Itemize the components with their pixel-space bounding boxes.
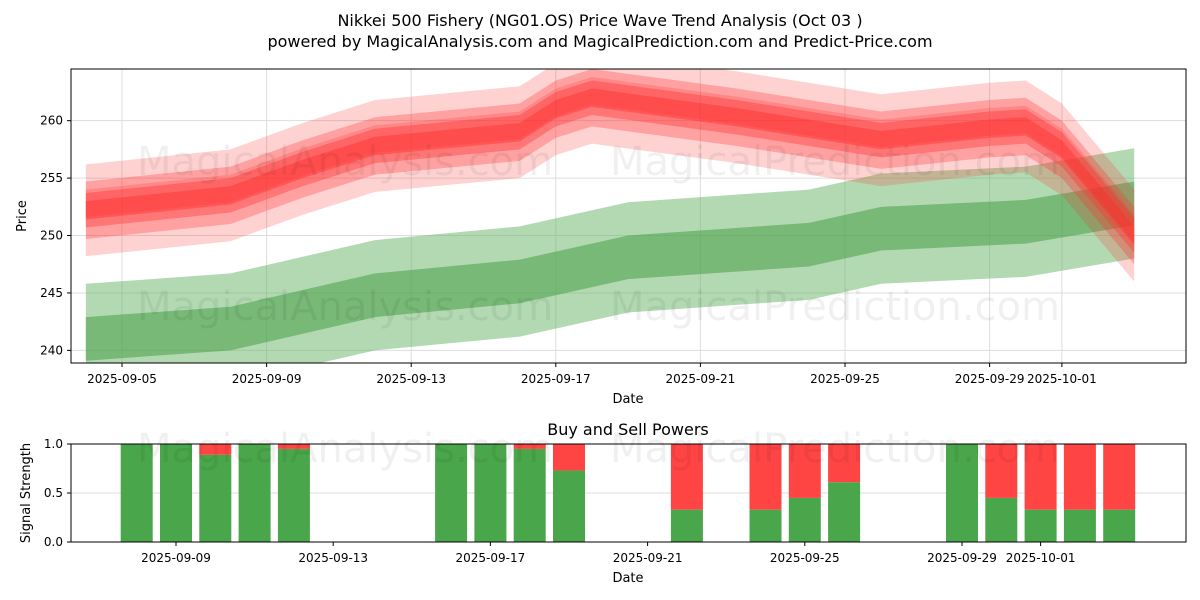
sell-wave-band <box>85 69 1135 282</box>
x-tick-label: 2025-09-17 <box>456 551 526 565</box>
x-tick-label: 2025-09-21 <box>666 372 736 386</box>
chart-title: Nikkei 500 Fishery (NG01.OS) Price Wave … <box>337 11 862 30</box>
buy-bar <box>513 448 546 542</box>
sell-wave-band <box>85 80 1135 253</box>
y-tick-label: 0.5 <box>44 486 63 500</box>
buy-bar <box>160 444 192 542</box>
sell-bar <box>1103 444 1136 510</box>
bottom-x-axis-label: Date <box>612 571 643 586</box>
x-tick-label: 2025-09-13 <box>298 551 368 565</box>
y-axis-label: Price <box>15 200 30 232</box>
buy-bar <box>553 470 585 542</box>
buy-bar <box>474 444 507 542</box>
buy-wave-inner-band <box>85 181 1135 361</box>
x-tick-label: 2025-09-29 <box>927 551 997 565</box>
bottom-y-axis-label: Signal Strength <box>19 443 34 543</box>
buy-bar <box>749 509 782 542</box>
y-tick-label: 260 <box>40 114 63 128</box>
y-tick-label: 255 <box>40 171 63 185</box>
x-tick-label: 2025-09-09 <box>141 551 211 565</box>
x-tick-label: 2025-09-29 <box>955 372 1025 386</box>
buy-bar <box>277 448 310 542</box>
sell-bar <box>277 444 310 449</box>
sell-bar <box>199 444 232 455</box>
buy-bar <box>985 497 1018 542</box>
watermark: MagicalAnalysis.com <box>137 139 553 185</box>
buy-bar <box>1103 509 1136 542</box>
sell-bar <box>553 444 585 471</box>
buy-bar <box>1024 509 1057 542</box>
chart-subtitle: powered by MagicalAnalysis.com and Magic… <box>267 32 932 51</box>
x-tick-label: 2025-09-13 <box>376 372 446 386</box>
sell-bar <box>1063 444 1096 510</box>
sell-bar <box>828 444 861 483</box>
y-tick-label: 240 <box>40 343 63 357</box>
x-tick-label: 2025-10-01 <box>1006 551 1076 565</box>
buy-bar <box>946 444 978 542</box>
buy-bar <box>788 497 821 542</box>
y-tick-label: 1.0 <box>44 437 63 451</box>
x-tick-label: 2025-09-21 <box>613 551 683 565</box>
x-axis-label: Date <box>612 392 643 407</box>
x-tick-label: 2025-09-09 <box>232 372 302 386</box>
sell-bar <box>985 444 1018 498</box>
buy-bar <box>120 444 153 542</box>
buy-bar <box>435 444 468 542</box>
x-tick-label: 2025-09-05 <box>87 372 157 386</box>
y-tick-label: 250 <box>40 229 63 243</box>
sell-bar <box>749 444 782 510</box>
bottom-chart-title: Buy and Sell Powers <box>547 420 709 439</box>
plot-area <box>85 69 1135 363</box>
sell-bar <box>1024 444 1057 510</box>
buy-bar <box>1063 509 1096 542</box>
x-tick-label: 2025-09-17 <box>521 372 591 386</box>
buy-bar <box>670 509 703 542</box>
x-tick-label: 2025-09-25 <box>810 372 880 386</box>
x-tick-label: 2025-09-25 <box>770 551 840 565</box>
watermark: MagicalAnalysis.com <box>137 284 553 330</box>
sell-wave-band <box>85 69 1135 265</box>
buy-bar <box>199 454 232 542</box>
watermark: MagicalPrediction.com <box>610 139 1060 185</box>
watermark: MagicalPrediction.com <box>610 426 1060 472</box>
watermark: MagicalAnalysis.com <box>137 426 553 472</box>
buy-bar <box>828 482 861 542</box>
buy-bar <box>238 444 271 542</box>
y-tick-label: 0.0 <box>44 535 63 549</box>
watermark: MagicalPrediction.com <box>610 284 1060 330</box>
sell-bar <box>670 444 703 510</box>
y-tick-label: 245 <box>40 286 63 300</box>
sell-bar <box>788 444 821 498</box>
sell-wave-band <box>85 88 1135 245</box>
plot-frame <box>70 68 1187 364</box>
bottom-plot-frame <box>70 443 1187 543</box>
sell-wave-band <box>85 77 1135 243</box>
sell-bar <box>513 444 546 449</box>
x-tick-label: 2025-10-01 <box>1027 372 1097 386</box>
